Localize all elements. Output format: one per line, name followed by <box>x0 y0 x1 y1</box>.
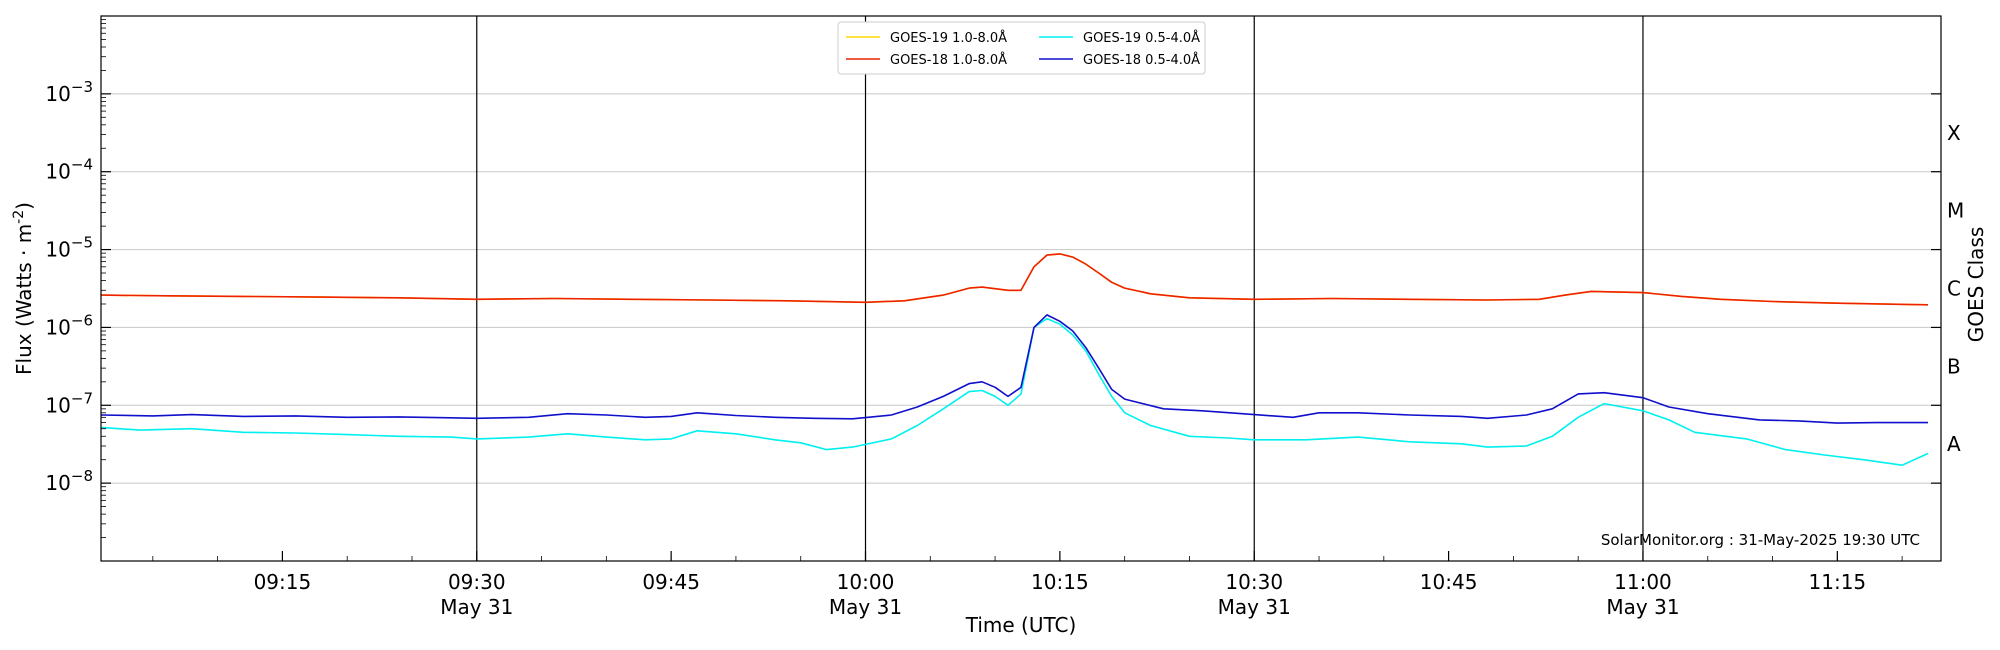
x-tick-label: 09:45 <box>642 570 700 594</box>
y-tick-label: 10−7 <box>45 389 93 417</box>
y-axis-label-exponent: -2 <box>11 210 27 224</box>
legend-label: GOES-18 0.5-4.0Å <box>1083 52 1200 68</box>
goes-class-m: M <box>1947 199 1964 223</box>
y-axis-label-main: Flux (Watts · m <box>12 224 36 375</box>
x-tick-label: 10:00 <box>837 570 895 594</box>
y-tick-exponent: −6 <box>71 311 93 329</box>
y-tick-label: 10−3 <box>45 78 93 106</box>
plot-frame <box>100 15 1942 562</box>
goes-class-axis-label: GOES Class <box>1964 227 1988 343</box>
credit-label: SolarMonitor.org : 31-May-2025 19:30 UTC <box>1601 531 1920 549</box>
x-tick-label: 10:30 <box>1225 570 1283 594</box>
y-tick-label: 10−8 <box>45 467 93 495</box>
x-axis-label: Time (UTC) <box>965 613 1077 637</box>
goes-class-b: B <box>1947 354 1961 378</box>
x-tick-date-label: May 31 <box>440 595 513 619</box>
x-tick-label: 09:30 <box>448 570 506 594</box>
series-lines <box>100 253 1929 466</box>
y-tick-exponent: −7 <box>71 389 93 407</box>
y-tick-exponent: −3 <box>71 78 93 96</box>
y-axis-ticks: 10−810−710−610−510−410−3 <box>45 19 1941 538</box>
y-tick-base: 10 <box>45 315 70 339</box>
series-line-4 <box>100 314 1928 424</box>
goes-class-c: C <box>1947 277 1961 301</box>
series-line-3 <box>100 317 1929 466</box>
y-axis-label: Flux (Watts · m-2) <box>11 202 36 375</box>
y-tick-label: 10−5 <box>45 234 93 262</box>
legend-label: GOES-19 1.0-8.0Å <box>890 30 1007 46</box>
gridlines <box>101 93 1941 484</box>
goes-class-a: A <box>1947 432 1961 456</box>
x-tick-label: 11:00 <box>1614 570 1672 594</box>
legend: GOES-19 1.0-8.0Å GOES-18 1.0-8.0Å GOES-19 … <box>837 21 1206 75</box>
x-tick-label: 11:15 <box>1809 570 1867 594</box>
y-axis-label-close: ) <box>12 202 36 210</box>
y-tick-label: 10−4 <box>45 156 93 184</box>
goes-class-x: X <box>1947 121 1961 145</box>
y-tick-base: 10 <box>45 471 70 495</box>
series-line-2 <box>100 253 1929 306</box>
y-tick-base: 10 <box>45 160 70 184</box>
y-tick-exponent: −8 <box>71 467 93 485</box>
x-tick-date-label: May 31 <box>829 595 902 619</box>
y-tick-exponent: −4 <box>71 156 93 174</box>
legend-label: GOES-19 0.5-4.0Å <box>1083 30 1200 46</box>
y-tick-base: 10 <box>45 393 70 417</box>
legend-label: GOES-18 1.0-8.0Å <box>890 52 1007 68</box>
x-tick-label: 10:15 <box>1031 570 1089 594</box>
x-tick-date-label: May 31 <box>1218 595 1291 619</box>
y-tick-label: 10−6 <box>45 311 93 339</box>
vertical-time-markers <box>476 16 1644 561</box>
y-tick-exponent: −5 <box>71 234 93 252</box>
y-tick-base: 10 <box>45 82 70 106</box>
legend-box <box>837 21 1206 75</box>
goes-class-labels: A B C M X <box>1947 121 1964 456</box>
x-tick-date-label: May 31 <box>1606 595 1679 619</box>
y-tick-base: 10 <box>45 238 70 262</box>
x-tick-label: 10:45 <box>1420 570 1478 594</box>
x-tick-label: 09:15 <box>254 570 312 594</box>
